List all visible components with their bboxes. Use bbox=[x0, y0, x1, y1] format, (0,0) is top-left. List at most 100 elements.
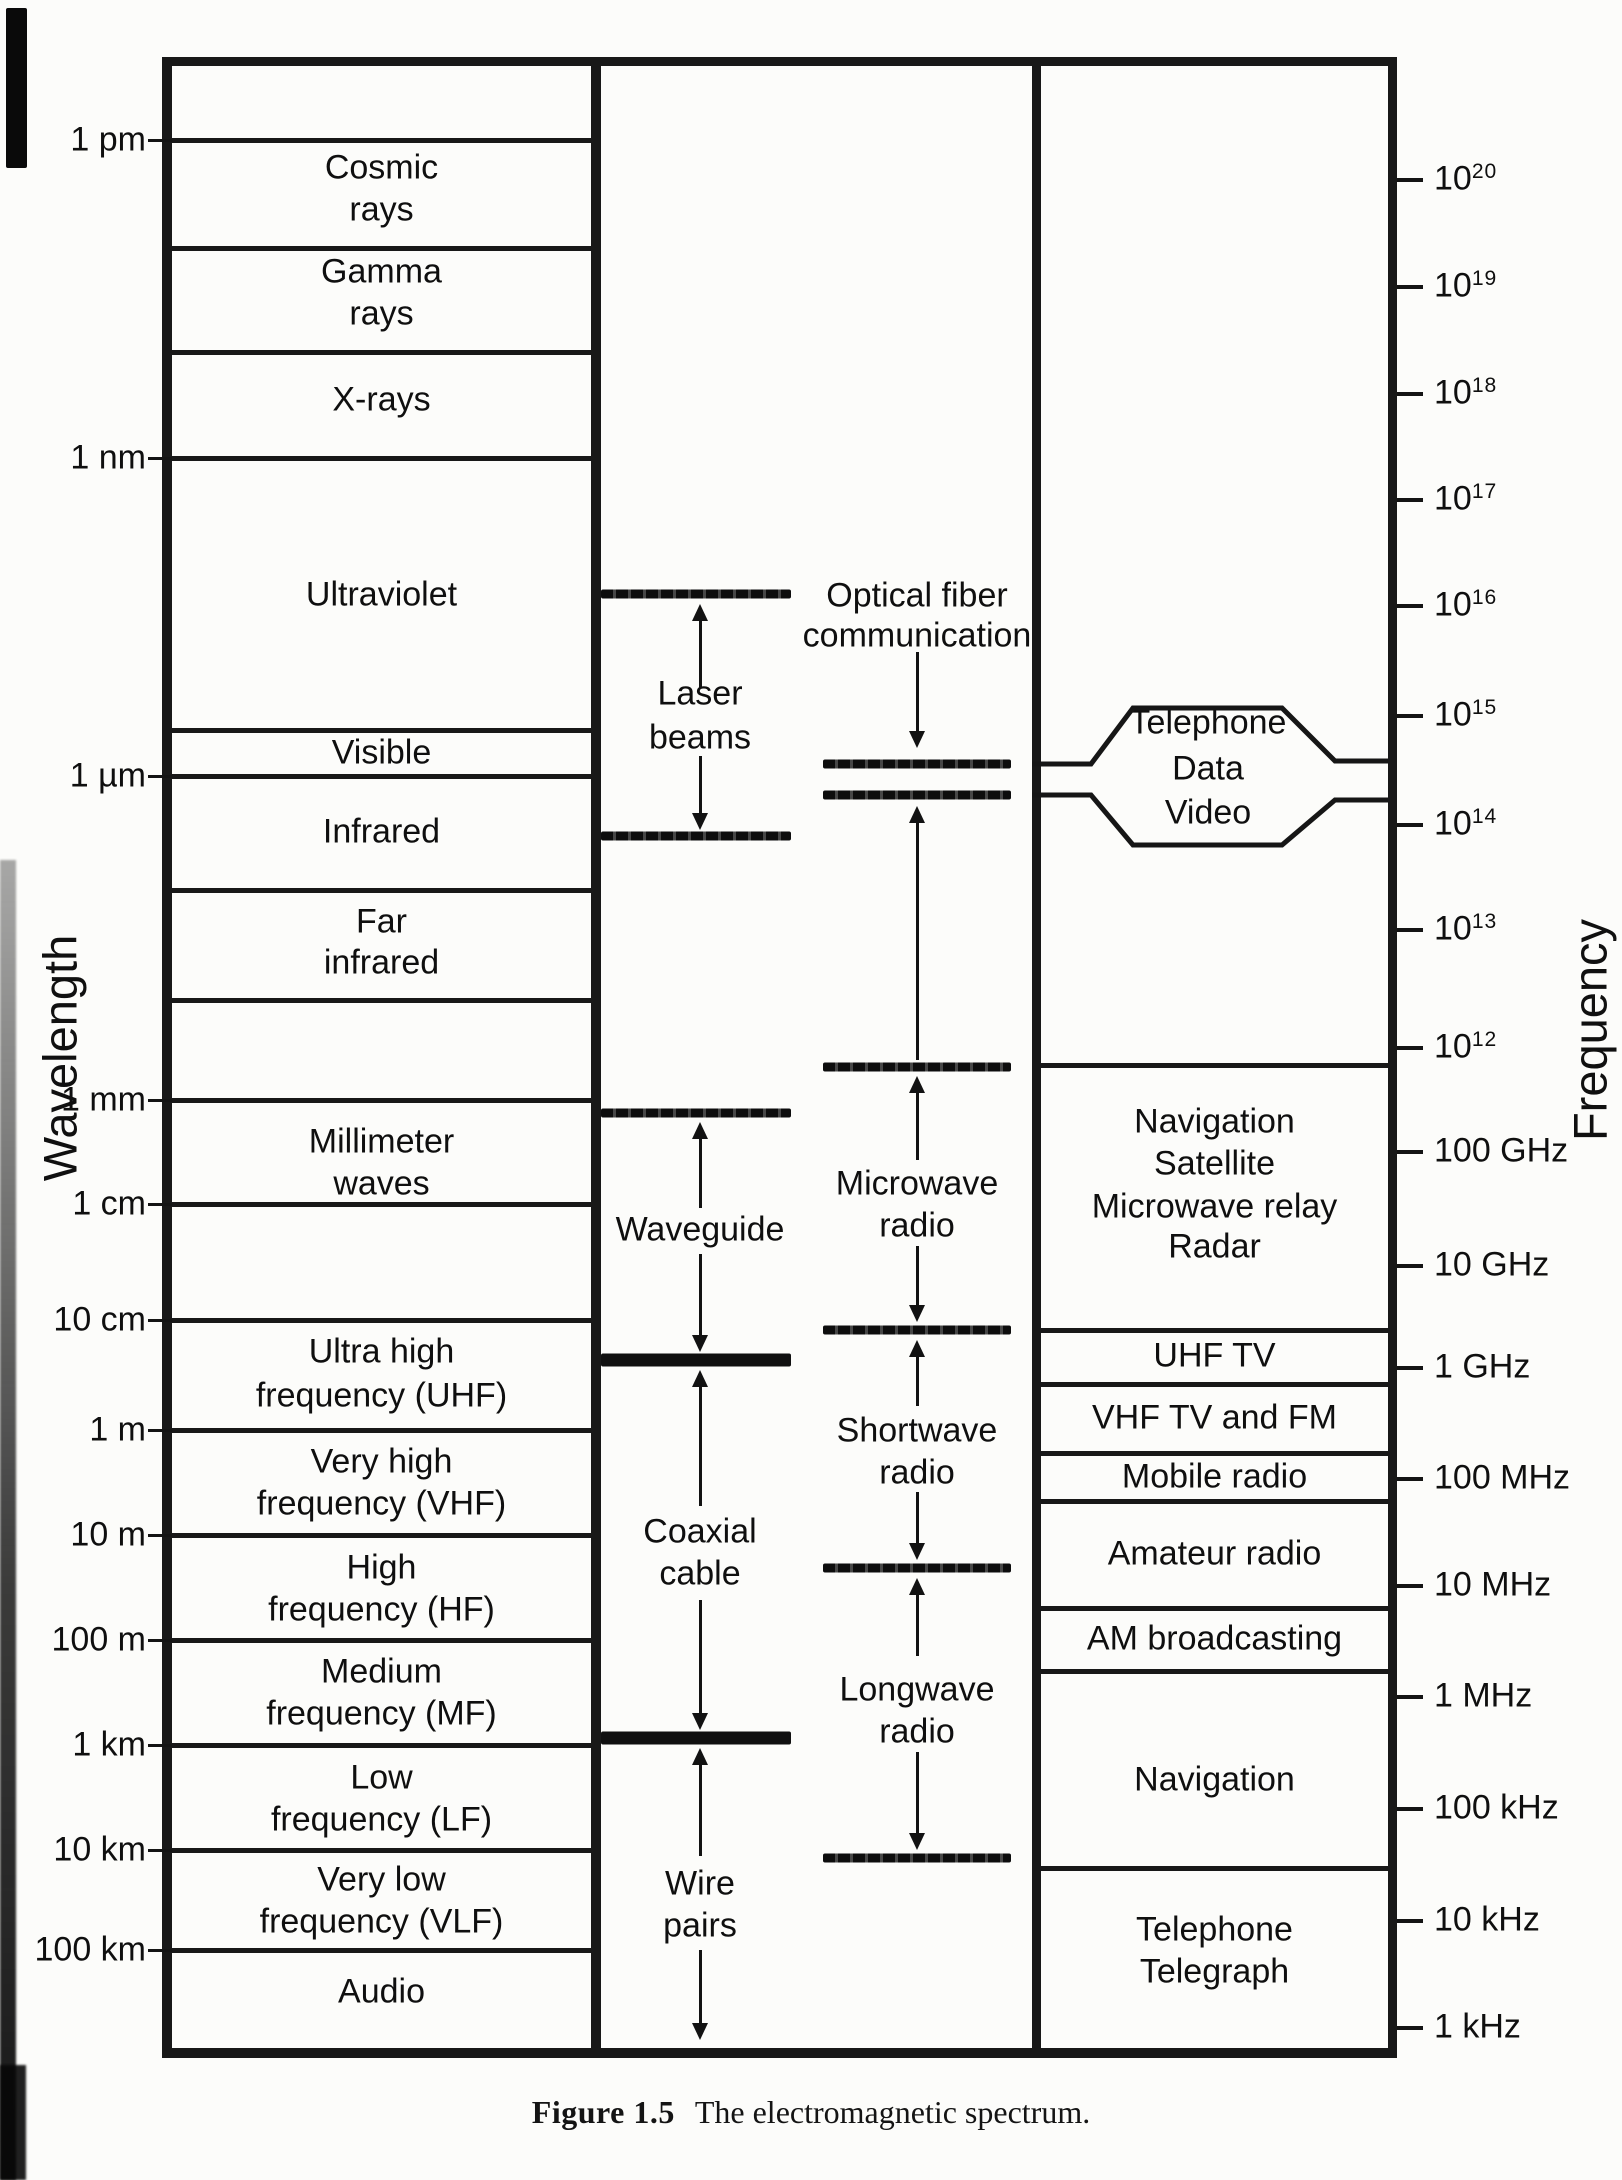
wavelength-tick-label: 10 km bbox=[53, 1830, 146, 1869]
hexagon-label-telephone-data-video: Video bbox=[1164, 793, 1252, 832]
application-band-line bbox=[1041, 1328, 1388, 1333]
application-band-label-vhf-tv-fm: VHF TV and FM bbox=[1092, 1398, 1337, 1437]
spectrum-band-label-cosmic-rays: rays bbox=[349, 190, 414, 229]
spectrum-band-label-uhf: frequency (UHF) bbox=[255, 1376, 508, 1415]
spectrum-band-line bbox=[172, 1848, 591, 1853]
transmission-media-dash bbox=[601, 1108, 791, 1118]
frequency-tick-label: 1016 bbox=[1434, 585, 1498, 624]
scan-artifact-bottom-left bbox=[0, 2065, 26, 2180]
spectrum-band-label-lf: frequency (LF) bbox=[270, 1800, 493, 1839]
wavelength-tick-label: 1 µm bbox=[69, 756, 146, 795]
transmission-media-arrowhead-down bbox=[692, 813, 708, 830]
application-band-label-microwave-applications: Microwave relay bbox=[1091, 1187, 1338, 1226]
transmission-media-dash bbox=[601, 1353, 791, 1367]
wavelength-tick bbox=[148, 1949, 172, 1952]
frequency-tick bbox=[1397, 1046, 1423, 1050]
spectrum-band-label-ultraviolet: Ultraviolet bbox=[305, 575, 458, 614]
frequency-tick-label: 1014 bbox=[1434, 804, 1498, 843]
radio-service-dash bbox=[823, 1062, 1011, 1072]
spectrum-band-label-vlf: frequency (VLF) bbox=[259, 1902, 504, 1941]
figure-caption: Figure 1.5 The electromagnetic spectrum. bbox=[0, 2094, 1622, 2131]
frequency-tick-label: 100 MHz bbox=[1434, 1458, 1571, 1497]
spectrum-band-line bbox=[172, 1318, 591, 1323]
frequency-tick bbox=[1397, 498, 1423, 502]
radio-service-dash bbox=[823, 759, 1011, 769]
spectrum-band-line bbox=[172, 1428, 591, 1433]
transmission-media-arrowhead-up bbox=[692, 604, 708, 621]
diagram-vertical-border bbox=[591, 57, 601, 2058]
radio-service-arrow-shaft bbox=[916, 652, 919, 736]
application-band-line bbox=[1041, 1499, 1388, 1504]
transmission-media-arrowhead-down bbox=[692, 1713, 708, 1730]
transmission-media-arrowhead-up bbox=[692, 1748, 708, 1765]
wavelength-tick bbox=[148, 1429, 172, 1432]
transmission-media-arrowhead-up bbox=[692, 1122, 708, 1139]
wavelength-tick bbox=[148, 1319, 172, 1322]
radio-service-arrowhead-down bbox=[909, 1305, 925, 1322]
radio-service-label-longwave-radio: Longwave bbox=[839, 1670, 995, 1709]
frequency-axis-title: Frequency bbox=[1563, 918, 1617, 1142]
transmission-media-arrow-shaft bbox=[699, 1134, 702, 1208]
transmission-media-dash bbox=[601, 589, 791, 599]
transmission-media-arrowhead-down bbox=[692, 1335, 708, 1352]
radio-service-arrowhead-down bbox=[909, 1833, 925, 1850]
frequency-tick bbox=[1397, 1919, 1423, 1923]
spectrum-band-label-mf: Medium bbox=[321, 1652, 442, 1691]
radio-service-label-microwave-radio: radio bbox=[879, 1206, 955, 1245]
frequency-tick bbox=[1397, 178, 1423, 182]
frequency-tick-label: 1 GHz bbox=[1434, 1347, 1531, 1386]
wavelength-axis-title: Wavelength bbox=[33, 934, 87, 1182]
application-band-line bbox=[1041, 1382, 1388, 1387]
wavelength-tick bbox=[148, 1203, 172, 1206]
spectrum-band-label-gamma-rays: Gamma bbox=[321, 252, 442, 291]
spectrum-band-label-hf: High bbox=[346, 1548, 417, 1587]
transmission-media-arrowhead-up bbox=[692, 1370, 708, 1387]
transmission-media-label-laser-beams: Laser bbox=[657, 674, 743, 713]
radio-service-dash bbox=[823, 790, 1011, 800]
radio-service-arrow-shaft bbox=[916, 1752, 919, 1838]
wavelength-tick bbox=[148, 1639, 172, 1642]
radio-service-arrowhead-down bbox=[909, 1543, 925, 1560]
transmission-media-arrow-shaft bbox=[699, 1760, 702, 1856]
spectrum-band-line bbox=[172, 456, 591, 461]
application-band-label-uhf-tv: UHF TV bbox=[1153, 1336, 1276, 1375]
frequency-tick-label: 1019 bbox=[1434, 266, 1498, 305]
frequency-tick bbox=[1397, 1807, 1423, 1811]
transmission-media-arrowhead-down bbox=[692, 2023, 708, 2040]
spectrum-band-line bbox=[172, 998, 591, 1003]
transmission-media-label-waveguide: Waveguide bbox=[615, 1210, 785, 1249]
spectrum-band-line bbox=[172, 138, 591, 143]
application-band-line bbox=[1041, 1063, 1388, 1068]
transmission-media-arrow-shaft bbox=[699, 756, 702, 818]
transmission-media-arrow-shaft bbox=[699, 1600, 702, 1718]
wavelength-tick bbox=[148, 775, 172, 778]
radio-service-label-optical-fiber-communication: communication bbox=[802, 616, 1032, 655]
application-band-label-telephone-telegraph: Telephone bbox=[1136, 1910, 1293, 1949]
application-band-line bbox=[1041, 1866, 1388, 1871]
wavelength-tick bbox=[148, 457, 172, 460]
spectrum-band-label-lf: Low bbox=[350, 1758, 413, 1797]
frequency-tick-label: 100 kHz bbox=[1434, 1788, 1559, 1827]
radio-service-dash bbox=[823, 1325, 1011, 1335]
transmission-media-dash bbox=[601, 831, 791, 841]
frequency-tick-label: 100 GHz bbox=[1434, 1131, 1569, 1170]
wavelength-tick-label: 1 pm bbox=[70, 120, 146, 159]
wavelength-tick-label: 1 km bbox=[72, 1725, 146, 1764]
spectrum-band-line bbox=[172, 774, 591, 779]
application-band-line bbox=[1041, 1669, 1388, 1674]
wavelength-tick bbox=[148, 1534, 172, 1537]
diagram-vertical-border bbox=[1032, 57, 1041, 2058]
hexagon-label-telephone-data-video: Telephone bbox=[1129, 703, 1287, 742]
radio-service-label-shortwave-radio: Shortwave bbox=[836, 1411, 998, 1450]
radio-service-arrowhead-up bbox=[909, 1076, 925, 1093]
application-band-label-amateur-radio: Amateur radio bbox=[1107, 1534, 1322, 1573]
scan-artifact-left-edge bbox=[0, 860, 16, 2180]
hexagon-label-telephone-data-video: Data bbox=[1172, 749, 1244, 788]
radio-service-arrowhead-up bbox=[909, 806, 925, 823]
spectrum-band-line bbox=[172, 1638, 591, 1643]
application-band-label-microwave-applications: Satellite bbox=[1154, 1144, 1275, 1183]
spectrum-band-label-millimeter-waves: waves bbox=[333, 1164, 430, 1203]
frequency-tick bbox=[1397, 285, 1423, 289]
